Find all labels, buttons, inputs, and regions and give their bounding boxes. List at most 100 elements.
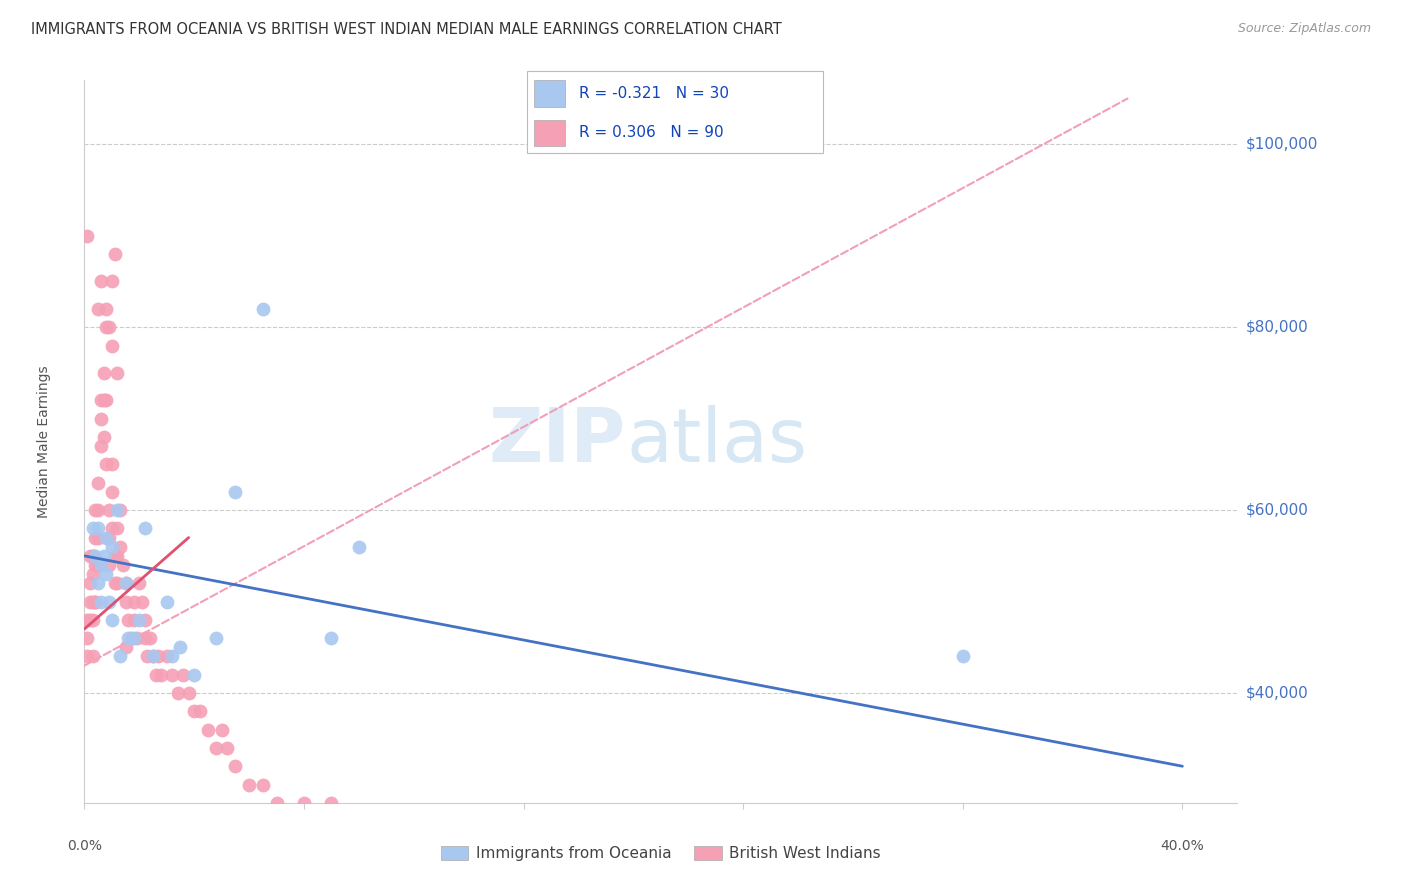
Point [952,649,974,664]
Point [197,723,219,737]
Point [84,594,107,608]
Point [93,366,115,380]
Text: R = -0.321   N = 30: R = -0.321 N = 30 [579,87,730,101]
Point [90,411,112,425]
Point [98,531,121,545]
Point [169,640,191,655]
Point [87,503,110,517]
Point [252,301,274,316]
Point [101,338,124,352]
Point [93,393,115,408]
Point [111,558,134,572]
Point [160,649,183,664]
Point [98,558,121,572]
Point [105,549,128,563]
Point [87,301,110,316]
Point [101,521,124,535]
Point [266,796,288,810]
Point [82,594,104,608]
Point [90,439,112,453]
Point [90,275,112,289]
Point [148,649,170,664]
Point [160,667,183,681]
Point [96,393,118,408]
Point [79,613,101,627]
Point [321,631,343,645]
Text: R = 0.306   N = 90: R = 0.306 N = 90 [579,126,724,140]
Point [224,484,246,499]
Point [90,393,112,408]
Point [87,531,110,545]
Point [76,613,98,627]
Text: 0.0%: 0.0% [67,839,101,854]
Point [98,594,121,608]
Point [84,503,107,517]
Point [156,649,179,664]
Point [96,531,118,545]
Point [90,594,112,608]
Point [82,549,104,563]
Point [96,458,118,472]
Point [347,814,370,829]
Point [120,631,142,645]
Point [105,576,128,591]
Point [205,631,228,645]
Point [101,275,124,289]
Text: Source: ZipAtlas.com: Source: ZipAtlas.com [1237,22,1371,36]
Point [93,430,115,444]
Text: $60,000: $60,000 [1246,502,1309,517]
Point [87,475,110,490]
Point [128,576,150,591]
Point [103,576,125,591]
Point [125,631,148,645]
Point [82,521,104,535]
Point [98,503,121,517]
Point [82,613,104,627]
Point [87,521,110,535]
Point [142,649,165,664]
Point [117,631,139,645]
Text: $40,000: $40,000 [1246,686,1308,700]
Point [145,667,167,681]
Point [183,667,205,681]
Point [98,320,121,334]
Point [105,503,128,517]
Point [177,686,200,700]
Text: $80,000: $80,000 [1246,319,1308,334]
Point [122,613,145,627]
Point [252,777,274,791]
Point [96,301,118,316]
Point [188,704,211,718]
Point [79,576,101,591]
Point [96,320,118,334]
Point [114,594,136,608]
Legend: Immigrants from Oceania, British West Indians: Immigrants from Oceania, British West In… [434,840,887,867]
Point [76,631,98,645]
Point [96,567,118,582]
Text: Median Male Earnings: Median Male Earnings [37,365,51,518]
Point [108,503,131,517]
Point [321,796,343,810]
Point [166,686,188,700]
Point [93,549,115,563]
Point [142,649,165,664]
Point [131,594,153,608]
Point [87,558,110,572]
Point [84,558,107,572]
Point [114,640,136,655]
Point [139,631,162,645]
Point [103,549,125,563]
Point [292,796,315,810]
Point [156,594,179,608]
Point [117,613,139,627]
Point [108,540,131,554]
Point [82,567,104,582]
Point [101,540,124,554]
Point [82,649,104,664]
Point [172,667,194,681]
Point [205,740,228,755]
Point [114,576,136,591]
Point [217,740,239,755]
Text: IMMIGRANTS FROM OCEANIA VS BRITISH WEST INDIAN MEDIAN MALE EARNINGS CORRELATION : IMMIGRANTS FROM OCEANIA VS BRITISH WEST … [31,22,782,37]
Point [84,594,107,608]
